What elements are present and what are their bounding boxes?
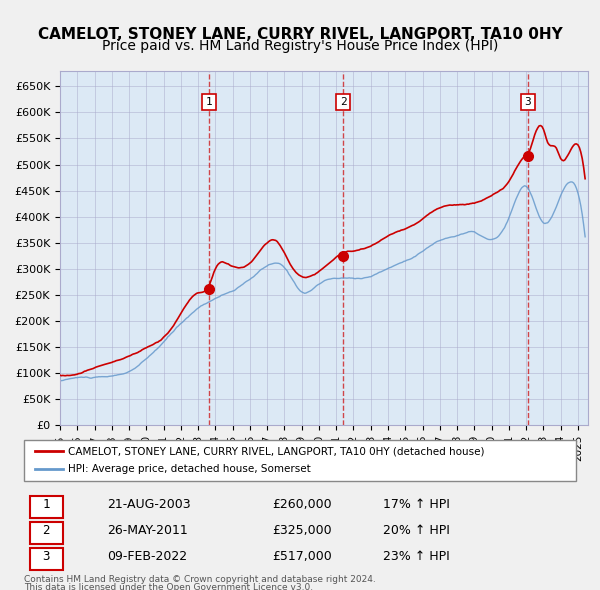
Text: Price paid vs. HM Land Registry's House Price Index (HPI): Price paid vs. HM Land Registry's House … [102, 39, 498, 53]
Text: 2: 2 [43, 524, 50, 537]
Text: 17% ↑ HPI: 17% ↑ HPI [383, 498, 449, 511]
Text: CAMELOT, STONEY LANE, CURRY RIVEL, LANGPORT, TA10 0HY: CAMELOT, STONEY LANE, CURRY RIVEL, LANGP… [38, 27, 562, 41]
Text: £517,000: £517,000 [272, 550, 332, 563]
FancyBboxPatch shape [24, 440, 576, 481]
Text: This data is licensed under the Open Government Licence v3.0.: This data is licensed under the Open Gov… [24, 583, 313, 590]
Text: 21-AUG-2003: 21-AUG-2003 [107, 498, 190, 511]
Text: 1: 1 [206, 97, 212, 107]
Text: 3: 3 [43, 550, 50, 563]
Text: Contains HM Land Registry data © Crown copyright and database right 2024.: Contains HM Land Registry data © Crown c… [24, 575, 376, 584]
Text: CAMELOT, STONEY LANE, CURRY RIVEL, LANGPORT, TA10 0HY (detached house): CAMELOT, STONEY LANE, CURRY RIVEL, LANGP… [68, 446, 485, 456]
Text: 09-FEB-2022: 09-FEB-2022 [107, 550, 187, 563]
FancyBboxPatch shape [29, 496, 62, 518]
Text: £325,000: £325,000 [272, 524, 332, 537]
Text: 23% ↑ HPI: 23% ↑ HPI [383, 550, 449, 563]
Text: 3: 3 [524, 97, 532, 107]
Text: 2: 2 [340, 97, 346, 107]
FancyBboxPatch shape [29, 548, 62, 571]
Text: 1: 1 [43, 498, 50, 511]
FancyBboxPatch shape [29, 522, 62, 544]
Text: £260,000: £260,000 [272, 498, 332, 511]
Text: 20% ↑ HPI: 20% ↑ HPI [383, 524, 449, 537]
Text: HPI: Average price, detached house, Somerset: HPI: Average price, detached house, Some… [68, 464, 311, 474]
Text: 26-MAY-2011: 26-MAY-2011 [107, 524, 188, 537]
